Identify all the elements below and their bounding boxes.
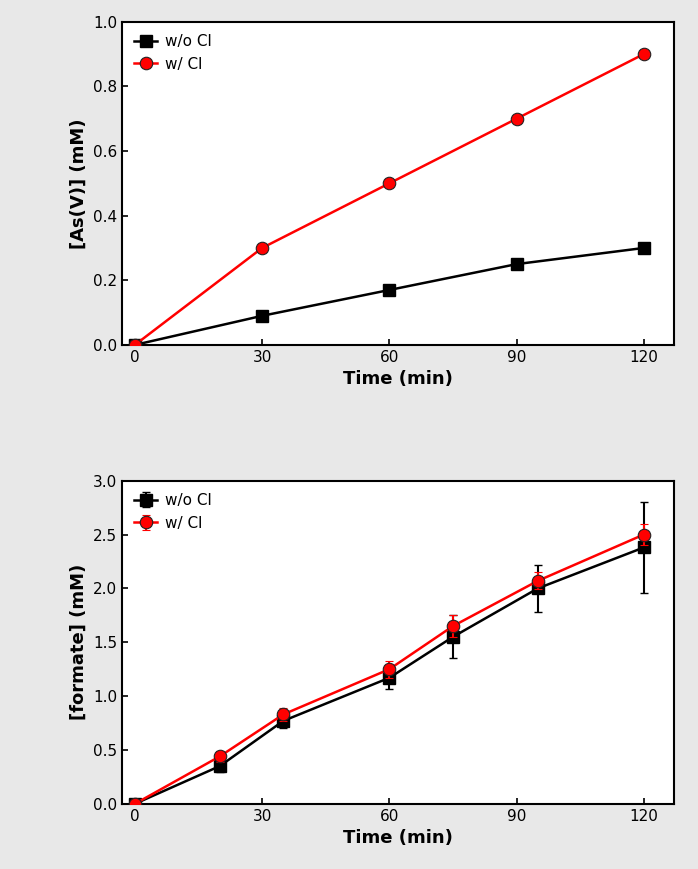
w/o Cl [639, 242, 648, 253]
Line: w/o Cl: w/o Cl [129, 242, 649, 350]
w/o Cl [512, 259, 521, 269]
w/ Cl [131, 340, 139, 350]
X-axis label: Time (min): Time (min) [343, 829, 453, 847]
w/ Cl [385, 178, 394, 189]
Y-axis label: [As(V)] (mM): [As(V)] (mM) [70, 118, 87, 249]
w/o Cl [385, 285, 394, 295]
Legend: w/o Cl, w/ Cl: w/o Cl, w/ Cl [130, 30, 216, 76]
w/o Cl [258, 310, 267, 321]
w/ Cl [258, 242, 267, 253]
Line: w/ Cl: w/ Cl [128, 48, 650, 351]
Y-axis label: [formate] (mM): [formate] (mM) [70, 564, 87, 720]
w/ Cl [512, 114, 521, 124]
Legend: w/o Cl, w/ Cl: w/o Cl, w/ Cl [130, 488, 216, 535]
X-axis label: Time (min): Time (min) [343, 370, 453, 388]
w/o Cl [131, 340, 139, 350]
w/ Cl [639, 49, 648, 59]
